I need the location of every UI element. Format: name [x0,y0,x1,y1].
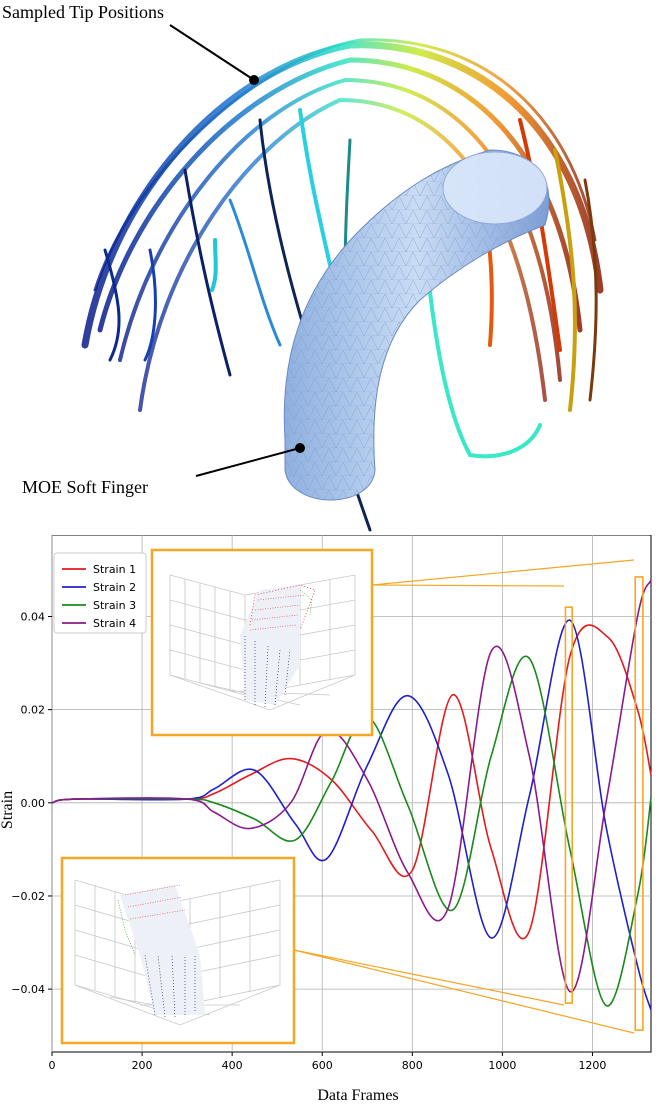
trajectory-strand [210,238,218,292]
trajectory-strand [518,118,562,352]
trajectory-strand [103,248,121,362]
series-line-strain-4 [51,579,652,993]
trajectory-strand [553,148,577,412]
x-tick-label: 1000 [488,1059,516,1072]
annotation-moe-finger: MOE Soft Finger [22,443,305,497]
inset-point-cloud [117,884,205,1018]
soft-finger-body [283,149,550,501]
y-tick-label: 0.02 [21,704,46,717]
x-tick-label: 0 [49,1059,56,1072]
series-line-strain-1 [51,624,652,940]
strain-chart: 0 200 400 600 800 1000 1200 −0.04 −0.02 0.00 0.02 0… [0,535,652,1104]
x-tick-label: 400 [222,1059,243,1072]
annotation-sampled-tip: Sampled Tip Positions [2,2,259,85]
soft-finger-illustration: Sampled Tip Positions MOE Soft Finger [2,2,604,532]
annotation-label-sampled-tip: Sampled Tip Positions [2,2,164,22]
y-tick-label: −0.04 [11,983,45,996]
highlight-window [564,606,573,1004]
x-tick-label: 600 [312,1059,333,1072]
highlight-window [634,576,644,1031]
y-tick-label: −0.02 [11,890,45,903]
legend-label: Strain 4 [93,617,136,630]
annotation-dot [249,75,259,85]
annotation-dot [295,443,305,453]
inset-connectors [293,559,635,1034]
x-tick-label: 800 [402,1059,423,1072]
series-line-strain-2 [51,619,652,1011]
legend-label: Strain 1 [93,563,136,576]
inset-bottom [60,856,296,1045]
x-axis-label: Data Frames [317,1087,398,1104]
y-tick-label: 0.00 [21,797,46,810]
trajectory-arc [93,38,597,292]
tip-trajectories [81,38,604,532]
legend-label: Strain 2 [93,581,136,594]
inset-point-cloud [240,584,316,708]
trajectory-strand [228,198,282,347]
trajectory-strand [143,248,157,362]
series-layer [51,579,652,1011]
y-tick-label: 0.04 [21,611,46,624]
y-axis-label: Strain [0,791,16,829]
legend: Strain 1 Strain 2 Strain 3 Strain 4 [53,552,147,634]
annotation-label-moe-finger: MOE Soft Finger [22,477,148,497]
trajectory-strand [183,168,232,377]
series-line-strain-3 [51,655,652,1007]
inset-top [150,548,374,737]
x-tick-label: 1200 [578,1059,606,1072]
x-tick-label: 200 [132,1059,153,1072]
trajectory-strand [583,178,598,402]
highlight-layer [564,576,644,1031]
trajectory-strand [298,108,332,267]
legend-label: Strain 3 [93,599,136,612]
